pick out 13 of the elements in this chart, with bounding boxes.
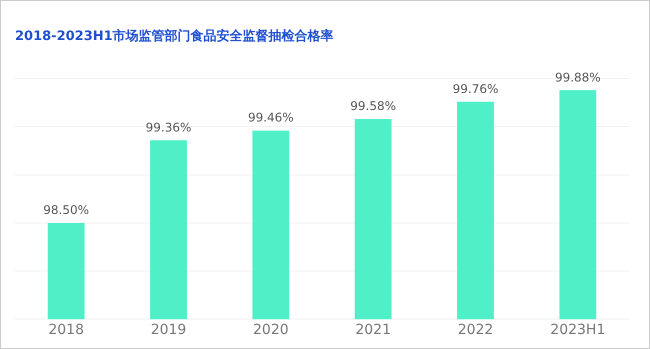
- x-tick-label: 2022: [458, 322, 494, 338]
- data-label: 99.88%: [554, 70, 601, 84]
- x-tick-label: 2020: [253, 322, 289, 338]
- x-tick-label: 2019: [150, 322, 186, 338]
- chart-title: 2018-2023H1市场监管部门食品安全监督抽检合格率: [15, 28, 334, 44]
- x-tick-label: 2018: [48, 322, 84, 338]
- data-label: 99.58%: [350, 99, 396, 114]
- data-label: 99.76%: [452, 82, 498, 96]
- data-label: 99.46%: [248, 110, 294, 125]
- x-tick-label: 2021: [355, 322, 391, 338]
- data-label: 99.36%: [146, 120, 192, 134]
- x-tick-label: 2023H1: [550, 322, 606, 338]
- data-label: 98.50%: [43, 203, 90, 218]
